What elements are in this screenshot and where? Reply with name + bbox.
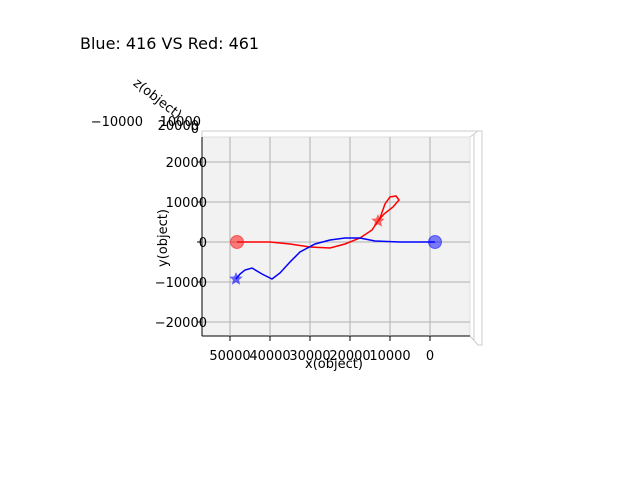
y-axis-label: y(object) [156, 209, 171, 267]
y-tick-label: −10000 [155, 276, 207, 291]
z-tick-label: 0 [191, 122, 199, 137]
end-marker [371, 214, 385, 227]
x-axis-label: x(object) [305, 357, 363, 372]
pane-edges [201, 130, 483, 346]
trajectory [235, 237, 435, 280]
x-tick-label: 20000 [329, 349, 370, 364]
z-tick-label: 10000 [160, 115, 201, 130]
y-tick-label: 0 [199, 236, 207, 251]
chart-title: Blue: 416 VS Red: 461 [80, 34, 259, 53]
x-tick-label: 40000 [249, 349, 290, 364]
z-tick-label: 20000 [158, 119, 199, 134]
z-tick-label: −10000 [91, 115, 143, 130]
start-marker [230, 235, 244, 249]
y-tick-label: 10000 [166, 196, 207, 211]
x-tick-label: 10000 [369, 349, 410, 364]
end-marker [229, 272, 243, 285]
pane-side [469, 130, 483, 346]
y-tick-label: −20000 [155, 316, 207, 331]
start-marker [428, 235, 442, 249]
x-tick-label: 50000 [209, 349, 250, 364]
x-tick-label: 30000 [289, 349, 330, 364]
y-tick-label: 20000 [166, 156, 207, 171]
x-tick-label: 0 [426, 349, 434, 364]
